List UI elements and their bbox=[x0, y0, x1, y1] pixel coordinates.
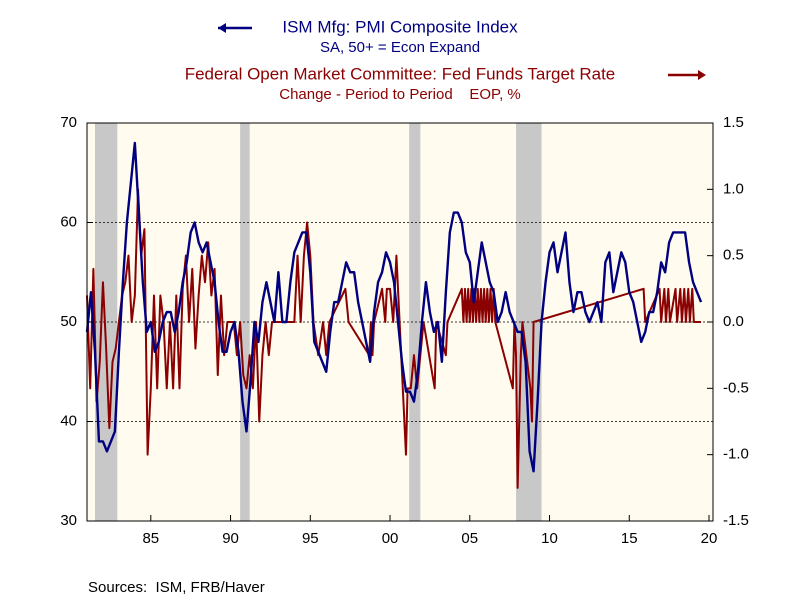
y-tick-label: 70 bbox=[60, 114, 77, 131]
legend-arrow-head bbox=[218, 23, 226, 33]
y2-tick-label: -1.5 bbox=[723, 512, 749, 529]
line-layer bbox=[85, 141, 703, 489]
y-tick-label: 40 bbox=[60, 412, 77, 429]
legend-arrow-head bbox=[698, 70, 706, 80]
y-tick-label: 30 bbox=[60, 512, 77, 529]
series-line bbox=[85, 141, 703, 473]
legend-title: ISM Mfg: PMI Composite Index bbox=[282, 17, 518, 36]
x-tick-label: 05 bbox=[461, 530, 478, 547]
legend-subtitle: SA, 50+ = Econ Expand bbox=[320, 39, 480, 56]
y2-tick-label: -0.5 bbox=[723, 379, 749, 396]
x-tick-label: 85 bbox=[142, 530, 159, 547]
y-tick-label: 50 bbox=[60, 313, 77, 330]
legend-title: Federal Open Market Committee: Fed Funds… bbox=[185, 64, 616, 83]
x-tick-label: 90 bbox=[222, 530, 239, 547]
y2-tick-label: 1.0 bbox=[723, 180, 744, 197]
x-tick-label: 15 bbox=[621, 530, 638, 547]
y2-tick-label: 0.5 bbox=[723, 247, 744, 264]
legend-subtitle: Change - Period to Period EOP, % bbox=[279, 86, 521, 103]
y2-tick-label: 1.5 bbox=[723, 114, 744, 131]
x-tick-label: 10 bbox=[541, 530, 558, 547]
y2-tick-label: 0.0 bbox=[723, 313, 744, 330]
source-note: Sources: ISM, FRB/Haver bbox=[88, 579, 265, 596]
x-tick-label: 95 bbox=[302, 530, 319, 547]
recession-band bbox=[409, 123, 421, 521]
axis-layer: 30 40 50 60 70 -1.5 -1.0 -0.5 0.0 0.5 1.0 1.5 85 90 95… bbox=[60, 114, 749, 547]
y2-tick-label: -1.0 bbox=[723, 446, 749, 463]
x-tick-label: 20 bbox=[701, 530, 718, 547]
y-tick-label: 60 bbox=[60, 213, 77, 230]
recession-band bbox=[94, 123, 118, 521]
x-tick-label: 00 bbox=[382, 530, 399, 547]
